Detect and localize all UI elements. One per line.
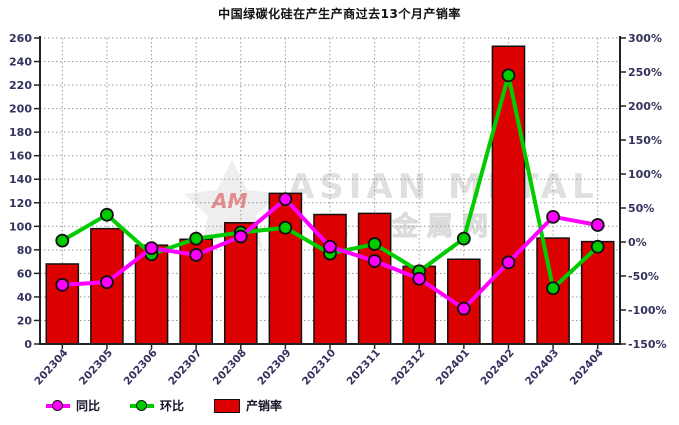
- legend-label-rate: 产销率: [246, 399, 283, 413]
- x-tick-label: 202404: [568, 347, 606, 388]
- left-tick-label: 220: [9, 79, 32, 92]
- mom-point-202304: [55, 233, 70, 248]
- right-tick-label: 50%: [628, 202, 654, 215]
- right-tick-label: 250%: [628, 66, 662, 79]
- watermark-text-en: ASIAN METAL: [288, 167, 599, 207]
- left-tick-label: 200: [9, 103, 32, 116]
- bar-202304: [45, 263, 80, 345]
- yoy-point-202401: [456, 301, 471, 316]
- x-tick-label: 202307: [166, 347, 204, 388]
- watermark-logo-text: AM: [210, 189, 247, 213]
- x-tick-label: 202403: [523, 347, 561, 388]
- mom-line-marker-icon: [130, 400, 155, 411]
- yoy-point-202402: [501, 255, 516, 270]
- left-tick-label: 100: [9, 220, 32, 233]
- right-tick-label: 0%: [628, 236, 647, 249]
- mom-point-202404: [590, 239, 605, 254]
- chart-title: 中国绿碳化硅在产生产商过去13个月产销率: [218, 7, 461, 21]
- yoy-point-202306: [144, 241, 159, 256]
- left-tick-label: 160: [9, 150, 32, 163]
- x-tick-label: 202305: [77, 347, 115, 388]
- left-tick-label: 180: [9, 126, 32, 139]
- left-tick-label: 260: [9, 32, 32, 45]
- yoy-point-202404: [590, 218, 605, 232]
- mom-point-202401: [456, 231, 471, 246]
- right-tick-label: 100%: [628, 168, 662, 181]
- x-tick-label: 202402: [478, 347, 516, 388]
- left-tick-label: 60: [17, 267, 33, 280]
- left-tick-label: 120: [9, 197, 32, 210]
- x-tick-label: 202401: [434, 347, 472, 388]
- yoy-point-202308: [233, 229, 248, 244]
- yoy-point-202311: [367, 254, 382, 268]
- legend-item-yoy: 同比: [46, 397, 100, 414]
- right-tick-label: 150%: [628, 134, 662, 147]
- yoy-point-202305: [100, 275, 114, 290]
- x-tick-label: 202310: [300, 347, 338, 388]
- yoy-point-202309: [278, 192, 293, 207]
- x-tick-label: 202311: [345, 347, 383, 388]
- bar-202309: [268, 192, 303, 345]
- mom-point-202305: [100, 207, 114, 222]
- left-tick-label: 0: [24, 338, 32, 351]
- yoy-point-202310: [323, 239, 337, 254]
- mom-point-202307: [189, 231, 204, 246]
- legend-label-yoy: 同比: [76, 399, 101, 413]
- x-tick-label: 202312: [389, 347, 427, 388]
- left-tick-label: 240: [9, 56, 32, 69]
- legend-item-mom: 环比: [130, 397, 184, 414]
- right-tick-label: 300%: [628, 32, 662, 45]
- yoy-point-202307: [189, 248, 204, 262]
- right-tick-label: 200%: [628, 100, 662, 113]
- legend-item-rate: 产销率: [214, 397, 282, 414]
- left-tick-label: 80: [17, 244, 33, 257]
- right-tick-label: -100%: [628, 304, 667, 317]
- x-tick-label: 202304: [32, 347, 70, 388]
- bar-202311: [357, 212, 392, 345]
- mom-point-202403: [546, 281, 560, 296]
- yoy-point-202312: [412, 271, 427, 286]
- mom-point-202309: [278, 220, 293, 235]
- mom-point-202311: [367, 237, 382, 251]
- x-tick-label: 202306: [122, 347, 160, 388]
- yoy-line-marker-icon: [46, 400, 70, 411]
- left-tick-label: 140: [9, 173, 32, 186]
- x-tick-label: 202309: [255, 347, 293, 388]
- mom-point-202402: [501, 68, 516, 83]
- chart-legend: 同比 环比 产销率: [46, 397, 282, 414]
- x-tick-label: 202308: [211, 347, 249, 388]
- rate-bar-marker-icon: [214, 398, 241, 413]
- yoy-point-202403: [546, 209, 560, 224]
- bar-202402: [491, 45, 526, 345]
- yoy-point-202304: [55, 277, 70, 292]
- right-tick-label: -150%: [628, 338, 667, 351]
- left-tick-label: 40: [17, 291, 33, 304]
- legend-label-mom: 环比: [160, 399, 185, 413]
- left-tick-label: 20: [17, 314, 33, 327]
- right-tick-label: -50%: [628, 270, 659, 283]
